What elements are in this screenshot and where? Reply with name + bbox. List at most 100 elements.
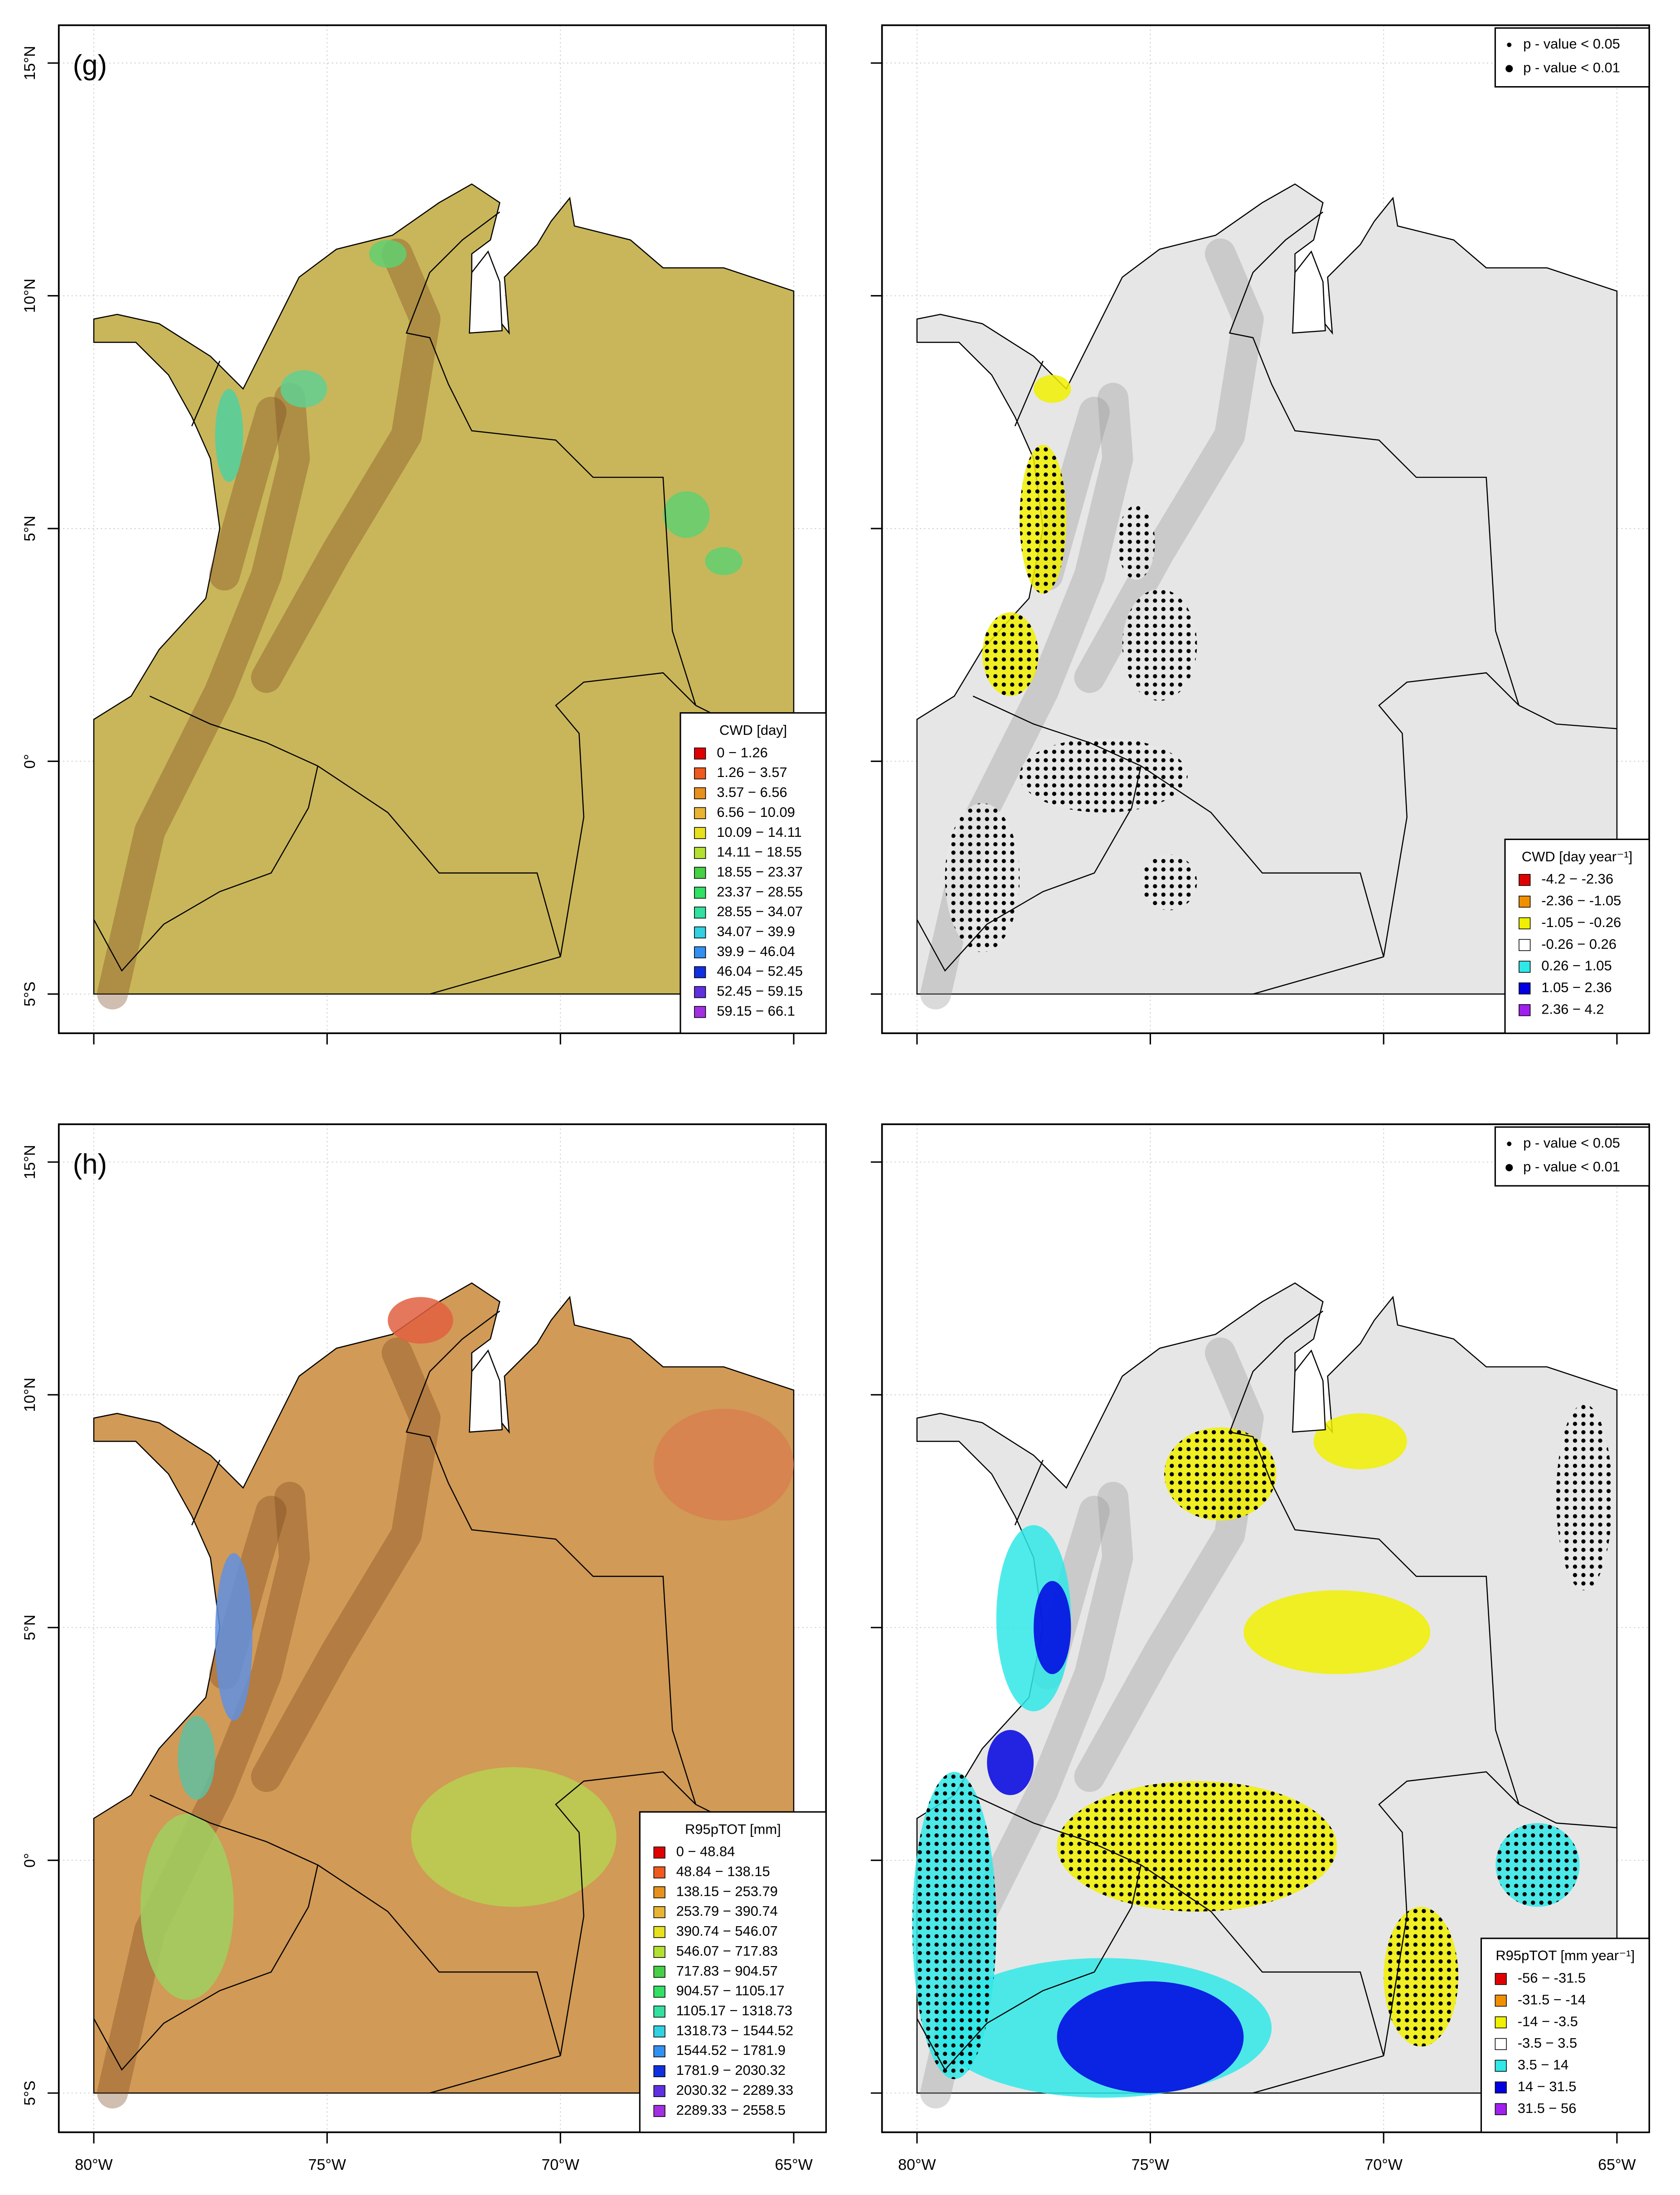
field-patch: [215, 388, 243, 482]
legend-title: R95pTOT [mm]: [685, 1821, 781, 1837]
legend-label: 1.26 − 3.57: [717, 764, 787, 780]
field-patch: [1243, 1590, 1431, 1674]
legend-box: [1504, 838, 1650, 1034]
significance-symbol: [1505, 65, 1513, 73]
border: [317, 765, 561, 957]
legend-label: 0 − 1.26: [717, 744, 767, 760]
x-tick-label: 70°W: [1364, 2156, 1402, 2174]
border: [1014, 1460, 1044, 1525]
legend-swatch: [1495, 2081, 1507, 2093]
legend-box: [639, 1811, 827, 2133]
border: [1378, 1771, 1520, 2056]
map-area: [882, 25, 1650, 1034]
border: [405, 211, 696, 706]
panel-label: (g): [73, 50, 107, 81]
border: [191, 1460, 220, 1525]
field-patch: [280, 370, 327, 408]
legend-swatch: [694, 748, 706, 760]
legend-swatch: [1519, 1004, 1531, 1016]
legend-swatch: [1519, 917, 1531, 929]
legend-swatch: [694, 1006, 706, 1018]
significance-dots: [1020, 445, 1067, 594]
legend-swatch: [653, 2065, 665, 2078]
legend-label: 1.05 − 2.36: [1541, 980, 1612, 996]
legend-swatch: [653, 2085, 665, 2097]
legend-swatch: [653, 1866, 665, 1879]
y-tick-label: 10°N: [21, 279, 39, 313]
legend-swatch: [653, 1986, 665, 1998]
border: [405, 1310, 696, 1805]
legend-swatch: [694, 986, 706, 998]
relief: [97, 1481, 310, 2109]
lake: [1292, 1349, 1326, 1433]
legend-label: 46.04 − 52.45: [717, 963, 803, 979]
relief: [1074, 238, 1264, 693]
legend-label: -2.36 − -1.05: [1541, 893, 1621, 908]
legend-label: 2030.32 − 2289.33: [676, 2082, 793, 2098]
legend-label: 2.36 − 4.2: [1541, 1001, 1604, 1017]
legend-label: 717.83 − 904.57: [676, 1963, 778, 1979]
significance-label: p - value < 0.05: [1523, 1135, 1620, 1151]
border: [429, 956, 561, 995]
border: [1228, 1310, 1520, 1805]
relief: [251, 1337, 441, 1792]
legend-swatch: [1519, 961, 1531, 973]
legend-label: 1105.17 − 1318.73: [676, 2003, 792, 2019]
significance-dots: [982, 612, 1039, 696]
y-tick-label: 0°: [21, 754, 39, 768]
x-tick-label: 65°W: [775, 2156, 812, 2174]
legend-label: 3.5 − 14: [1518, 2057, 1568, 2073]
significance-dots: [1141, 854, 1197, 910]
legend-label: 904.57 − 1105.17: [676, 1983, 785, 1999]
border: [916, 766, 1142, 972]
legend-swatch: [653, 1946, 665, 1958]
legend-label: 59.15 − 66.1: [717, 1003, 795, 1019]
legend-label: 28.55 − 34.07: [717, 903, 803, 919]
legend-label: 390.74 − 546.07: [676, 1923, 778, 1939]
legend-swatch: [1495, 1995, 1507, 2007]
significance-dots: [1117, 505, 1155, 580]
border: [1141, 765, 1384, 957]
legend-swatch: [1519, 982, 1531, 995]
relief: [1074, 1337, 1264, 1792]
significance-dots: [1020, 738, 1188, 813]
y-tick-label: 15°N: [21, 46, 39, 80]
map-area: [58, 25, 826, 1034]
legend-swatch: [694, 946, 706, 958]
field-patch: [1057, 1981, 1244, 2093]
border: [93, 1865, 319, 2071]
field-patch: [663, 491, 710, 538]
legend-swatch: [694, 827, 706, 839]
legend-swatch: [694, 926, 706, 939]
field-patch: [178, 1716, 215, 1800]
border: [972, 1794, 1141, 1866]
border: [555, 1771, 696, 2056]
border: [972, 695, 1141, 767]
x-tick-label: 80°W: [75, 2156, 112, 2174]
border: [149, 1794, 318, 1866]
legend-label: 2289.33 − 2558.5: [676, 2102, 786, 2118]
relief: [251, 238, 441, 693]
legend-label: 253.79 − 390.74: [676, 1903, 778, 1919]
field-patch: [987, 1730, 1034, 1795]
y-tick-label: 10°N: [21, 1378, 39, 1412]
border: [1253, 956, 1384, 995]
border: [1141, 1864, 1384, 2056]
legend-label: 0.26 − 1.05: [1541, 958, 1612, 974]
panel-label: (h): [73, 1149, 107, 1180]
legend-label: 1318.73 − 1544.52: [676, 2022, 793, 2038]
legend-label: 546.07 − 717.83: [676, 1943, 778, 1959]
map-panel: 5°S 0° 5°N 10°N 15°N (g) CWD [day] 0 − 1.26 1.26…: [21, 24, 827, 1044]
x-tick-label: 70°W: [542, 2156, 579, 2174]
legend-label: 52.45 − 59.15: [717, 983, 803, 999]
legend-swatch: [694, 906, 706, 919]
x-tick-label: 80°W: [898, 2156, 936, 2174]
border: [1519, 705, 1617, 729]
legend-swatch: [1495, 2038, 1507, 2050]
y-tick-label: 15°N: [21, 1145, 39, 1179]
border: [429, 2055, 561, 2094]
border: [1228, 211, 1520, 706]
y-tick-label: 5°S: [21, 2081, 39, 2106]
significance-dots: [1122, 589, 1197, 701]
